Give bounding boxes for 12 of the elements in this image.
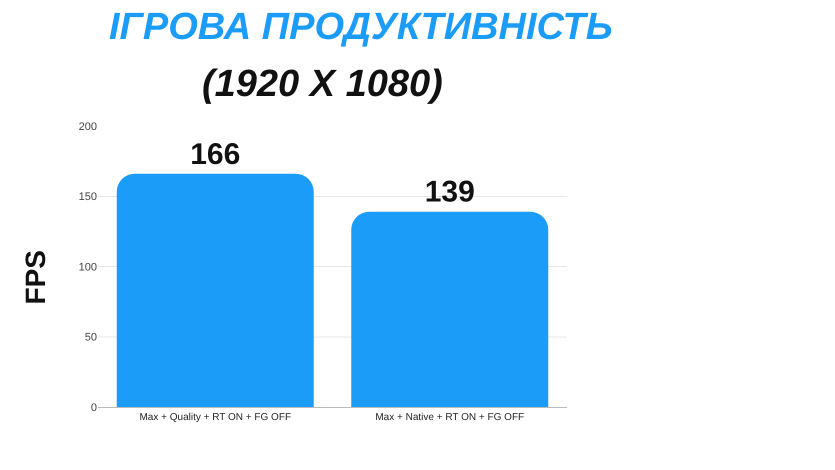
y-tick-label: 50 <box>84 332 97 344</box>
data-label: 166 <box>190 138 240 171</box>
y-tick-label: 0 <box>90 402 97 414</box>
x-tick-label: Max + Native + RT ON + FG OFF <box>375 412 524 423</box>
y-axis-title: FPS <box>20 250 52 305</box>
y-tick-label: 200 <box>78 120 97 133</box>
y-tick-label: 150 <box>78 191 97 204</box>
chart-title: ІГРОВА ПРОДУКТИВНІСТЬ <box>109 6 613 48</box>
data-label: 139 <box>424 176 475 209</box>
y-tick-label: 100 <box>78 261 97 274</box>
chart-subtitle: (1920 X 1080) <box>202 63 443 105</box>
x-tick-label: Max + Quality + RT ON + FG OFF <box>139 412 292 423</box>
